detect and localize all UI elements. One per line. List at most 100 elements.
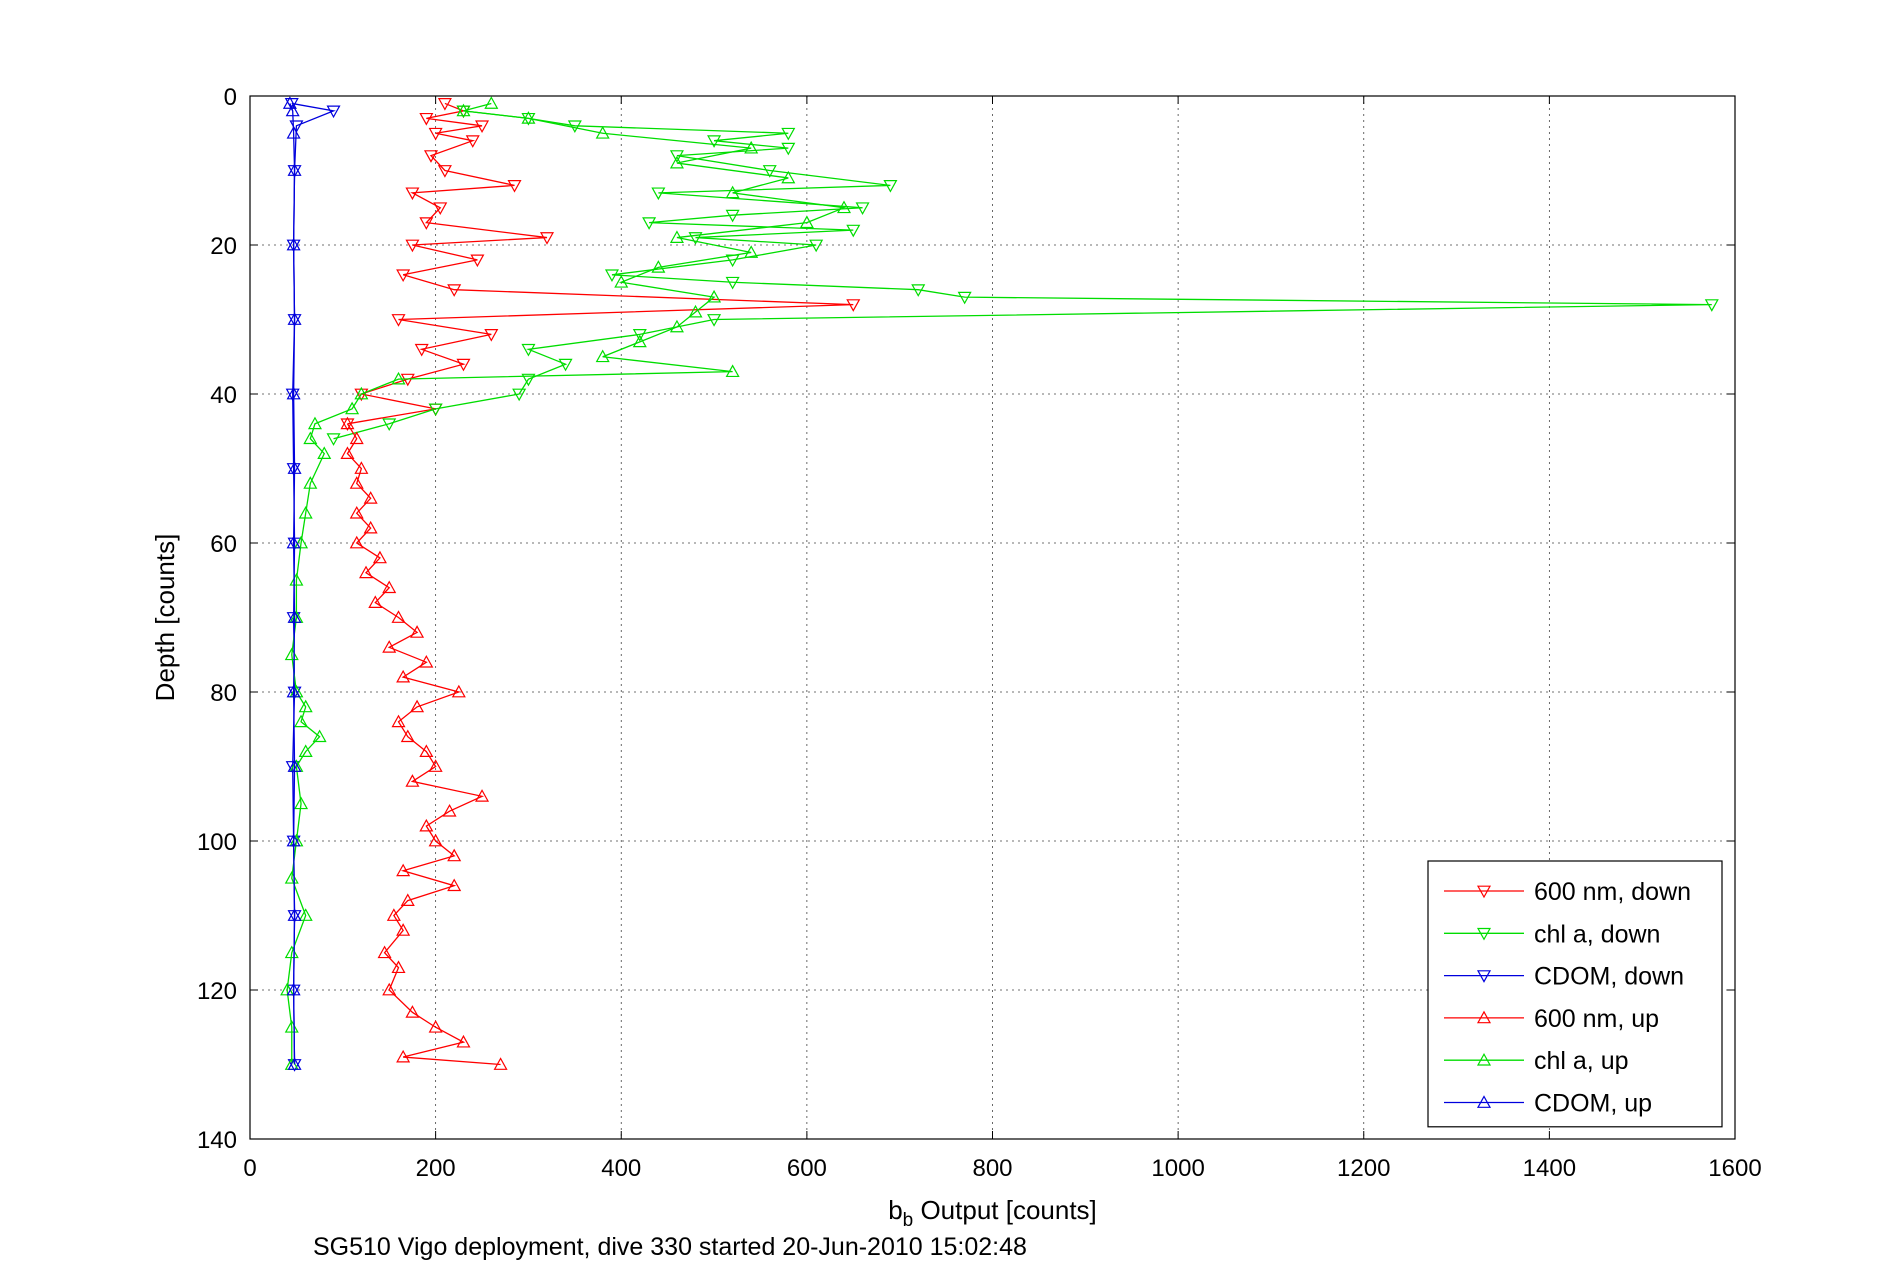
data-point-cdom-up [286,833,301,847]
series-chl-a-down [326,105,1719,446]
data-point-600-nm-up [493,1057,508,1070]
data-point-600-nm-up [396,1049,411,1063]
data-point-600-nm-down [419,112,434,126]
data-point-600-nm-down [405,187,420,201]
y-axis-label: Depth [counts] [150,534,180,702]
legend-label: chl a, up [1534,1047,1629,1075]
x-axis-label-main: b [888,1195,902,1225]
data-point-chl-a-up [688,304,703,318]
series-chl-a-up [280,96,852,1070]
data-point-600-nm-down [470,254,485,268]
data-point-600-nm-up [447,878,462,892]
x-axis-label-subscript: b [903,1210,914,1231]
data-point-chl-a-up [781,170,796,184]
data-point-cdom-up [287,610,302,623]
data-point-chl-a-up [456,103,471,117]
data-point-chl-a-up [521,111,536,124]
data-point-chl-a-down [781,142,796,156]
y-tick-label: 100 [197,829,237,856]
data-point-chl-a-up [284,871,299,884]
data-point-600-nm-up [428,833,443,847]
data-point-chl-a-down [632,329,647,342]
data-point-chl-a-up [799,215,814,229]
x-tick-label: 800 [972,1155,1012,1182]
data-point-600-nm-up [349,476,364,489]
data-point-600-nm-up [410,625,425,638]
data-point-600-nm-up [358,565,374,579]
legend-item-cdom-down: CDOM, down [1444,963,1684,991]
data-point-600-nm-up [354,461,369,474]
data-point-chl-a-down [521,343,536,357]
data-point-chl-a-up [595,349,610,363]
x-tick-label: 600 [787,1155,827,1182]
series-layer [280,96,1719,1072]
data-point-600-nm-up [391,714,406,728]
data-point-600-nm-up [382,640,397,653]
x-axis-label-rest: Output [counts] [913,1195,1097,1225]
data-point-chl-a-up [298,505,313,519]
data-point-600-nm-up [340,446,355,459]
data-point-chl-a-down [781,127,796,141]
series-line-600-nm-down [347,102,854,425]
data-point-chl-a-down [326,433,341,446]
data-point-chl-a-up [632,334,647,348]
chart-caption: SG510 Vigo deployment, dive 330 started … [313,1233,1027,1261]
data-point-chl-a-down [957,291,972,305]
series-line-cdom-up [289,103,296,1065]
data-point-chl-a-up [836,200,852,214]
series-600-nm-up [340,416,508,1070]
legend-marker [1476,1010,1492,1024]
data-point-cdom-up [286,982,301,996]
y-tick-label: 60 [210,531,237,558]
data-point-cdom-up [286,126,301,139]
data-point-chl-a-up [294,535,309,549]
x-axis-label: bb Output [counts] [888,1195,1097,1231]
data-point-600-nm-up [349,535,364,549]
series-line-600-nm-up [346,423,501,1066]
data-point-600-nm-down [405,239,420,253]
data-point-chl-a-up [312,729,327,743]
data-point-600-nm-down [419,217,434,230]
data-point-chl-a-down [1704,299,1719,312]
y-tick-label: 80 [210,680,237,707]
legend-marker [1476,885,1492,899]
data-point-600-nm-down [846,299,861,312]
data-point-chl-a-up [744,245,759,258]
data-point-600-nm-up [377,945,392,959]
tick-layer: 0 200 400 600 800 1000 1200 1400 1600 0 20 40 60 80 10… [197,84,1762,1182]
data-point-chl-a-down [846,224,861,238]
data-point-600-nm-up [410,699,425,713]
series-line-chl-a-down [333,110,1712,440]
legend-marker [1476,1052,1492,1066]
data-point-600-nm-up [349,505,364,519]
legend-item-chl-a-up: chl a, up [1444,1047,1629,1075]
data-point-chl-a-down [521,373,536,387]
data-point-cdom-up [287,461,302,474]
data-point-600-nm-up [456,1034,471,1048]
data-point-600-nm-up [363,491,378,504]
x-tick-label: 1000 [1151,1155,1204,1182]
data-point-chl-a-up [307,416,322,430]
y-tick-label: 40 [210,382,237,409]
data-point-600-nm-down [433,202,448,215]
legend-box [1427,860,1723,1128]
data-point-chl-a-up [317,446,332,459]
legend-marker [1476,970,1492,983]
y-tick-label: 0 [224,84,237,111]
data-point-600-nm-up [447,848,462,862]
data-point-600-nm-up [451,684,466,698]
legend-marker [1476,1095,1492,1108]
data-point-600-nm-down [414,343,429,357]
data-point-cdom-up [287,1057,302,1070]
data-point-600-nm-up [372,550,387,564]
data-point-cdom-down [326,105,341,119]
data-point-600-nm-down [428,127,443,141]
data-point-cdom-up [286,535,301,549]
data-point-cdom-up [285,103,300,117]
data-point-cdom-up [287,312,302,325]
x-tick-label: 200 [416,1155,456,1182]
data-point-chl-a-down [883,180,898,193]
legend: 600 nm, down chl a, down CDOM, down 600 nm,… [1427,860,1723,1128]
data-point-600-nm-up [442,803,457,817]
